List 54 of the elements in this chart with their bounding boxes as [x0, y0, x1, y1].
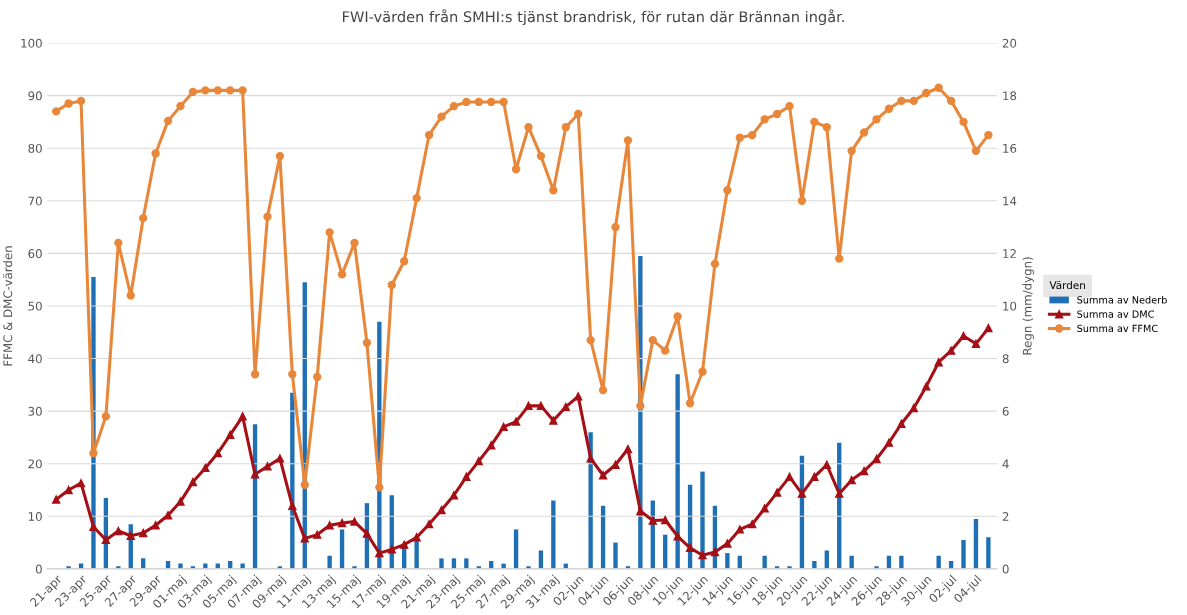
y-tick-label: 90	[28, 91, 42, 101]
y-tick-label: 30	[28, 406, 42, 416]
y2-tick-label: 10	[1003, 301, 1017, 311]
y2-tick-label: 14	[1003, 196, 1017, 206]
bar	[327, 555, 332, 569]
bar	[513, 529, 519, 569]
bar	[824, 550, 829, 569]
bar	[961, 539, 966, 569]
bar	[538, 550, 544, 569]
bar	[812, 560, 817, 569]
bar	[464, 558, 469, 569]
y-axis-title: FFMC & DMC-värden	[3, 246, 13, 366]
y-tick-label: 50	[28, 301, 42, 311]
y2-tick-label: 4	[1002, 459, 1009, 469]
y-tick-label: 0	[35, 564, 42, 574]
y2-tick-label: 2	[1002, 512, 1009, 521]
bar	[526, 566, 531, 569]
y-tick-label: 70	[28, 196, 42, 206]
y2-tick-label: 12	[1003, 249, 1016, 258]
bar	[849, 555, 854, 569]
y-tick-label: 60	[28, 249, 42, 259]
y2-axis-title: Regn (mm/dygn)	[1022, 257, 1034, 355]
bar	[787, 566, 792, 569]
y-tick-label: 80	[28, 143, 42, 153]
y2-tick-label: 6	[1002, 406, 1009, 416]
bar	[725, 553, 730, 569]
y2-tick-label: 20	[1002, 38, 1017, 48]
legend-label: Summa av Nederb	[1077, 296, 1167, 304]
bar	[352, 566, 357, 569]
bar	[439, 558, 444, 569]
bar	[66, 566, 71, 569]
y-tick-label: 20	[28, 459, 42, 469]
bar	[986, 537, 991, 569]
legend-label: Summa av DMC	[1077, 310, 1154, 318]
bar	[874, 566, 879, 569]
bar	[899, 555, 904, 569]
bar	[936, 555, 941, 569]
chart-title: FWI-värden från SMHI:s tjänst brandrisk, för rutan där Brännan ingår.	[343, 9, 844, 26]
bar	[116, 566, 121, 569]
y2-tick-label: 0	[1002, 564, 1009, 574]
y2-tick-label: 16	[1003, 143, 1017, 153]
bar	[700, 471, 705, 569]
y-tick-label: 40	[28, 354, 42, 364]
y-tick-label: 10	[28, 512, 42, 521]
legend-title: Värden	[1049, 281, 1085, 290]
y2-tick-label: 8	[1002, 354, 1009, 364]
bar	[613, 542, 618, 569]
bar	[762, 555, 767, 569]
y2-tick-label: 18	[1003, 91, 1017, 101]
bar	[973, 518, 979, 569]
bar	[675, 374, 680, 569]
y-tick-label: 100	[21, 38, 42, 48]
bar	[551, 500, 556, 569]
legend-label: Summa av FFMC	[1077, 324, 1158, 333]
